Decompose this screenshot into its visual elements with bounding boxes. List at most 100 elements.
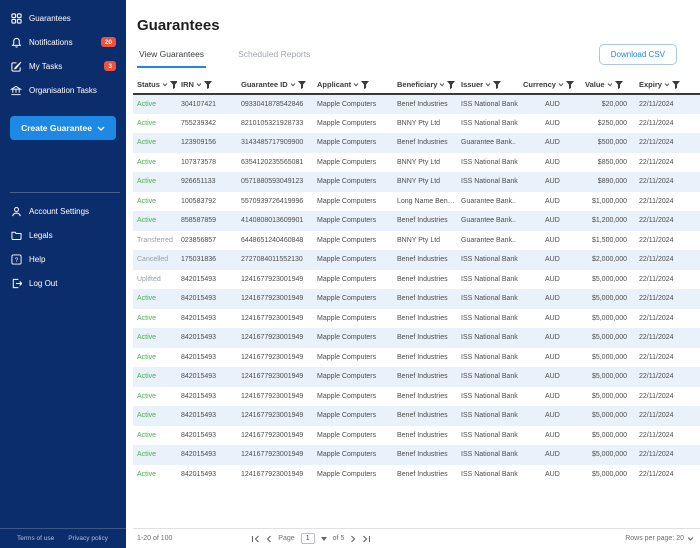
table-row[interactable]: Active 842015493 1241677923001949 Mapple Co… [133,445,700,465]
tasks-icon [10,60,22,72]
table-cell: 175031836 [181,256,217,264]
table-cell: 1241677923001949 [241,275,304,283]
table-cell: 1241677923001949 [241,412,304,420]
sidebar-item-notifications[interactable]: Notifications 20 [0,30,126,54]
last-page-icon[interactable] [362,535,371,543]
table-row[interactable]: Cancelled 175031836 2727084011552130 Mapple… [133,250,700,270]
filter-funnel-icon[interactable] [614,80,623,89]
sort-chevron-icon[interactable] [290,82,296,87]
table-row[interactable]: Active 858587859 4140808013609901 Mapple Co… [133,211,700,231]
table-row[interactable]: Active 123909156 3143485717909900 Mapple Co… [133,133,700,153]
table-row[interactable]: Active 842015493 1241677923001949 Mapple Co… [133,387,700,407]
sidebar-divider [10,192,120,193]
table-cell: ISS National Bank [461,158,518,166]
sort-chevron-icon[interactable] [664,82,670,87]
table-row[interactable]: Active 304107421 0933041878542846 Mapple Co… [133,94,700,114]
page-label: Page [278,535,295,542]
table-row[interactable]: Active 842015493 1241677923001949 Mapple Co… [133,289,700,309]
sort-chevron-icon[interactable] [607,82,613,87]
first-page-icon[interactable] [251,535,260,543]
table-row[interactable]: Active 842015493 1241677923001949 Mapple Co… [133,426,700,446]
guarantees-table: Status IRN Guarantee ID Applicant Beneficiar… [133,76,700,484]
table-cell: 100583792 [181,197,217,205]
sidebar-item-log-out[interactable]: Log Out [0,271,126,295]
filter-funnel-icon[interactable] [361,80,370,89]
table-row[interactable]: Active 842015493 1241677923001949 Mapple Co… [133,309,700,329]
sidebar-item-legals[interactable]: Legals [0,223,126,247]
table-cell: 842015493 [181,470,217,478]
value-cell: $5,000,000 [591,392,627,400]
column-header-status[interactable]: Status [133,76,177,95]
table-row[interactable]: Active 926651133 0571880593049123 Mapple Co… [133,172,700,192]
sidebar-item-help[interactable]: ? Help [0,247,126,271]
page-select-caret-icon[interactable] [320,536,327,541]
column-header-issuer[interactable]: Issuer [457,76,519,95]
table-cell: 22/11/2024 [639,295,674,303]
page-title: Guarantees [137,17,220,34]
table-row[interactable]: Active 842015493 1241677923001949 Mapple Co… [133,328,700,348]
download-csv-button[interactable]: Download CSV [598,44,677,65]
sort-chevron-icon[interactable] [558,82,564,87]
folder-icon [10,229,22,241]
column-header-guarantee-id[interactable]: Guarantee ID [237,76,313,95]
column-header-value[interactable]: Value [581,76,635,95]
sidebar-item-account-settings[interactable]: Account Settings [0,199,126,223]
sidebar-item-organisation-tasks[interactable]: Organisation Tasks [0,78,126,102]
table-row[interactable]: Active 842015493 1241677923001949 Mapple Co… [133,348,700,368]
privacy-policy-link[interactable]: Privacy policy [68,535,108,542]
currency-cell: AUD [545,470,560,478]
value-cell: $5,000,000 [591,275,627,283]
value-cell: $5,000,000 [591,295,627,303]
table-row[interactable]: Uplifted 842015493 1241677923001949 Mapple … [133,270,700,290]
create-guarantee-button[interactable]: Create Guarantee [10,116,116,140]
table-cell: Mapple Computers [317,470,377,478]
column-header-currency[interactable]: Currency [519,76,581,95]
sort-chevron-icon[interactable] [485,82,491,87]
table-row[interactable]: Active 842015493 1241677923001949 Mapple Co… [133,367,700,387]
sort-chevron-icon[interactable] [162,82,168,87]
sidebar-item-guarantees[interactable]: Guarantees [0,6,126,30]
table-row[interactable]: Transferred 023856857 6448651240460848 Mapp… [133,231,700,251]
status-cell: Active [137,470,157,478]
terms-of-use-link[interactable]: Terms of use [17,535,55,542]
rows-per-page-select[interactable]: Rows per page: 20 [625,535,694,542]
previous-page-icon[interactable] [266,535,272,543]
filter-funnel-icon[interactable] [671,80,680,89]
table-cell: BNNY Pty Ltd [397,158,441,166]
column-header-applicant[interactable]: Applicant [313,76,393,95]
status-cell: Active [137,217,157,225]
table-cell: Mapple Computers [317,275,377,283]
main-content: Guarantees View Guarantees Scheduled Rep… [126,0,700,548]
table-cell: 22/11/2024 [639,256,674,264]
sort-chevron-icon[interactable] [196,82,202,87]
sort-chevron-icon[interactable] [439,82,445,87]
currency-cell: AUD [545,295,560,303]
filter-funnel-icon[interactable] [297,80,306,89]
next-page-icon[interactable] [350,535,356,543]
status-cell: Active [137,197,157,205]
sort-chevron-icon[interactable] [353,82,359,87]
table-row[interactable]: Active 107373578 6354120235565081 Mapple Co… [133,153,700,173]
column-header-expiry[interactable]: Expiry [635,76,700,95]
currency-cell: AUD [545,275,560,283]
table-row[interactable]: Active 842015493 1241677923001949 Mapple Co… [133,406,700,426]
status-cell: Active [137,373,157,381]
column-header-beneficiary[interactable]: Beneficiary [393,76,457,95]
table-cell: 22/11/2024 [639,275,674,283]
table-row[interactable]: Active 100583792 5570939726419996 Mapple Co… [133,192,700,212]
table-row[interactable]: Active 842015493 1241677923001949 Mapple Co… [133,465,700,485]
column-header-irn[interactable]: IRN [177,76,237,95]
filter-funnel-icon[interactable] [169,80,177,89]
filter-funnel-icon[interactable] [203,80,212,89]
filter-funnel-icon[interactable] [493,80,502,89]
value-cell: $1,000,000 [591,197,627,205]
tab-view-guarantees[interactable]: View Guarantees [137,49,207,68]
sidebar-item-my-tasks[interactable]: My Tasks 3 [0,54,126,78]
filter-funnel-icon[interactable] [565,80,574,89]
tab-scheduled-reports[interactable]: Scheduled Reports [238,49,311,59]
filter-funnel-icon[interactable] [447,80,456,89]
page-number-input[interactable]: 1 [300,533,315,544]
status-cell: Active [137,353,157,361]
table-cell: 858587859 [181,217,217,225]
table-row[interactable]: Active 755239342 8210105321928733 Mapple Co… [133,114,700,134]
